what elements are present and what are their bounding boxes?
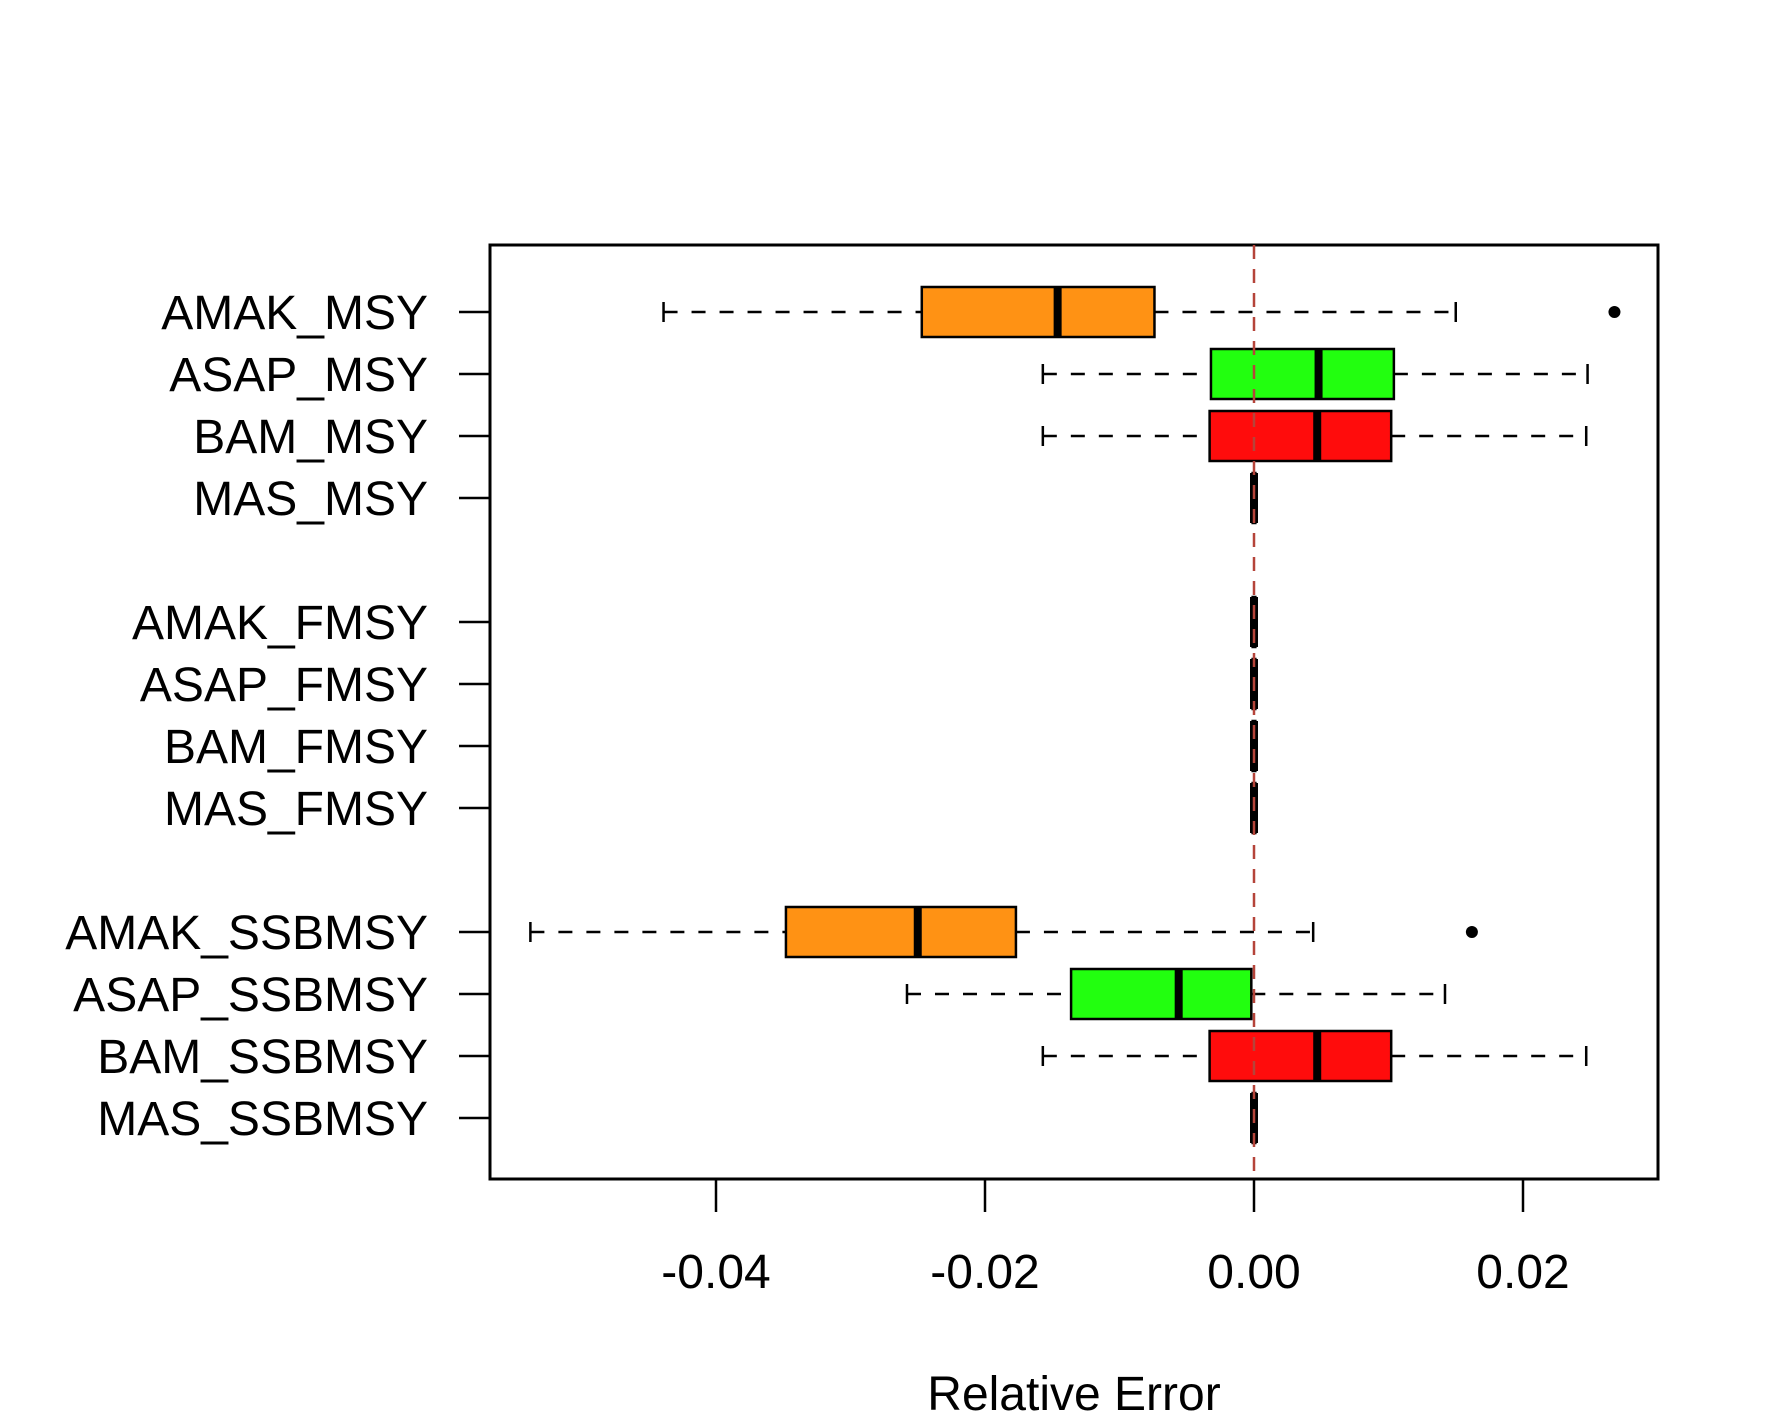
y-tick-label: AMAK_FMSY [132,597,428,650]
box-asap-ssbmsy [905,967,1447,1021]
x-tick-label: -0.02 [930,1246,1039,1299]
y-tick-label: BAM_FMSY [164,721,428,774]
box-bam-ssbmsy [1041,1029,1588,1083]
box-asap-msy [1041,347,1589,401]
x-axis-title: Relative Error [927,1368,1220,1417]
box-amak-msy [662,285,1621,339]
x-tick-label: 0.02 [1476,1246,1569,1299]
outlier-point [1465,926,1478,938]
y-tick-label: BAM_MSY [193,411,428,464]
y-tick-label: AMAK_MSY [161,287,428,340]
box-iqr [920,285,1156,339]
y-axis: AMAK_MSY ASAP_MSY BAM_MSY MAS_MSY AMAK_FMSY A… [65,287,490,1146]
x-tick-label: 0.00 [1207,1246,1300,1299]
box-iqr [1208,1029,1393,1083]
y-tick-label: BAM_SSBMSY [97,1031,428,1084]
box-iqr [1069,967,1253,1021]
box-amak-ssbmsy [529,905,1478,959]
plot-frame [488,243,1660,1181]
outlier-point [1608,306,1621,318]
y-tick-label: AMAK_SSBMSY [65,907,428,960]
y-tick-label: ASAP_SSBMSY [73,969,428,1022]
y-tick-label: MAS_SSBMSY [97,1093,428,1146]
box-layer [529,285,1621,1145]
y-tick-label: ASAP_MSY [169,349,428,402]
x-axis: -0.04 -0.02 0.00 0.02 [661,1179,1570,1299]
x-tick-label: -0.04 [661,1246,770,1299]
y-tick-label: MAS_FMSY [164,783,428,836]
y-tick-label: ASAP_FMSY [140,659,428,712]
box-iqr [784,905,1018,959]
box-bam-msy [1041,409,1588,463]
box-iqr [1208,409,1393,463]
box-iqr [1209,347,1396,401]
y-tick-label: MAS_MSY [193,473,428,526]
